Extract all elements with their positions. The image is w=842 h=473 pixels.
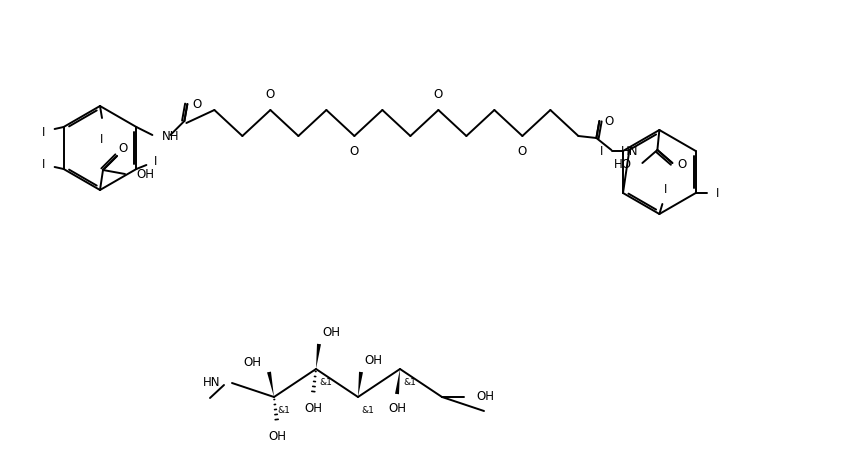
Text: OH: OH	[268, 430, 286, 443]
Text: I: I	[664, 183, 668, 196]
Text: I: I	[154, 155, 157, 167]
Text: O: O	[349, 145, 359, 158]
Text: I: I	[100, 133, 104, 146]
Polygon shape	[358, 372, 363, 397]
Text: OH: OH	[136, 167, 154, 181]
Text: O: O	[118, 142, 127, 155]
Text: NH: NH	[163, 130, 180, 142]
Text: O: O	[518, 145, 527, 158]
Text: OH: OH	[364, 354, 382, 367]
Text: O: O	[605, 114, 614, 128]
Text: I: I	[600, 144, 603, 158]
Text: OH: OH	[304, 402, 322, 415]
Text: HN: HN	[621, 144, 639, 158]
Text: O: O	[192, 97, 201, 111]
Polygon shape	[267, 372, 274, 397]
Text: I: I	[716, 186, 719, 200]
Text: OH: OH	[476, 391, 494, 403]
Text: O: O	[266, 88, 275, 101]
Text: &1: &1	[403, 378, 416, 387]
Polygon shape	[395, 369, 400, 394]
Text: &1: &1	[361, 406, 374, 415]
Polygon shape	[316, 344, 321, 369]
Text: O: O	[434, 88, 443, 101]
Text: I: I	[42, 125, 45, 139]
Text: I: I	[42, 158, 45, 170]
Text: OH: OH	[243, 356, 261, 369]
Text: &1: &1	[319, 378, 332, 387]
Text: O: O	[677, 158, 686, 170]
Text: &1: &1	[277, 406, 290, 415]
Text: OH: OH	[322, 326, 340, 339]
Text: HO: HO	[615, 158, 632, 170]
Text: HN: HN	[202, 377, 220, 389]
Text: OH: OH	[388, 402, 406, 415]
